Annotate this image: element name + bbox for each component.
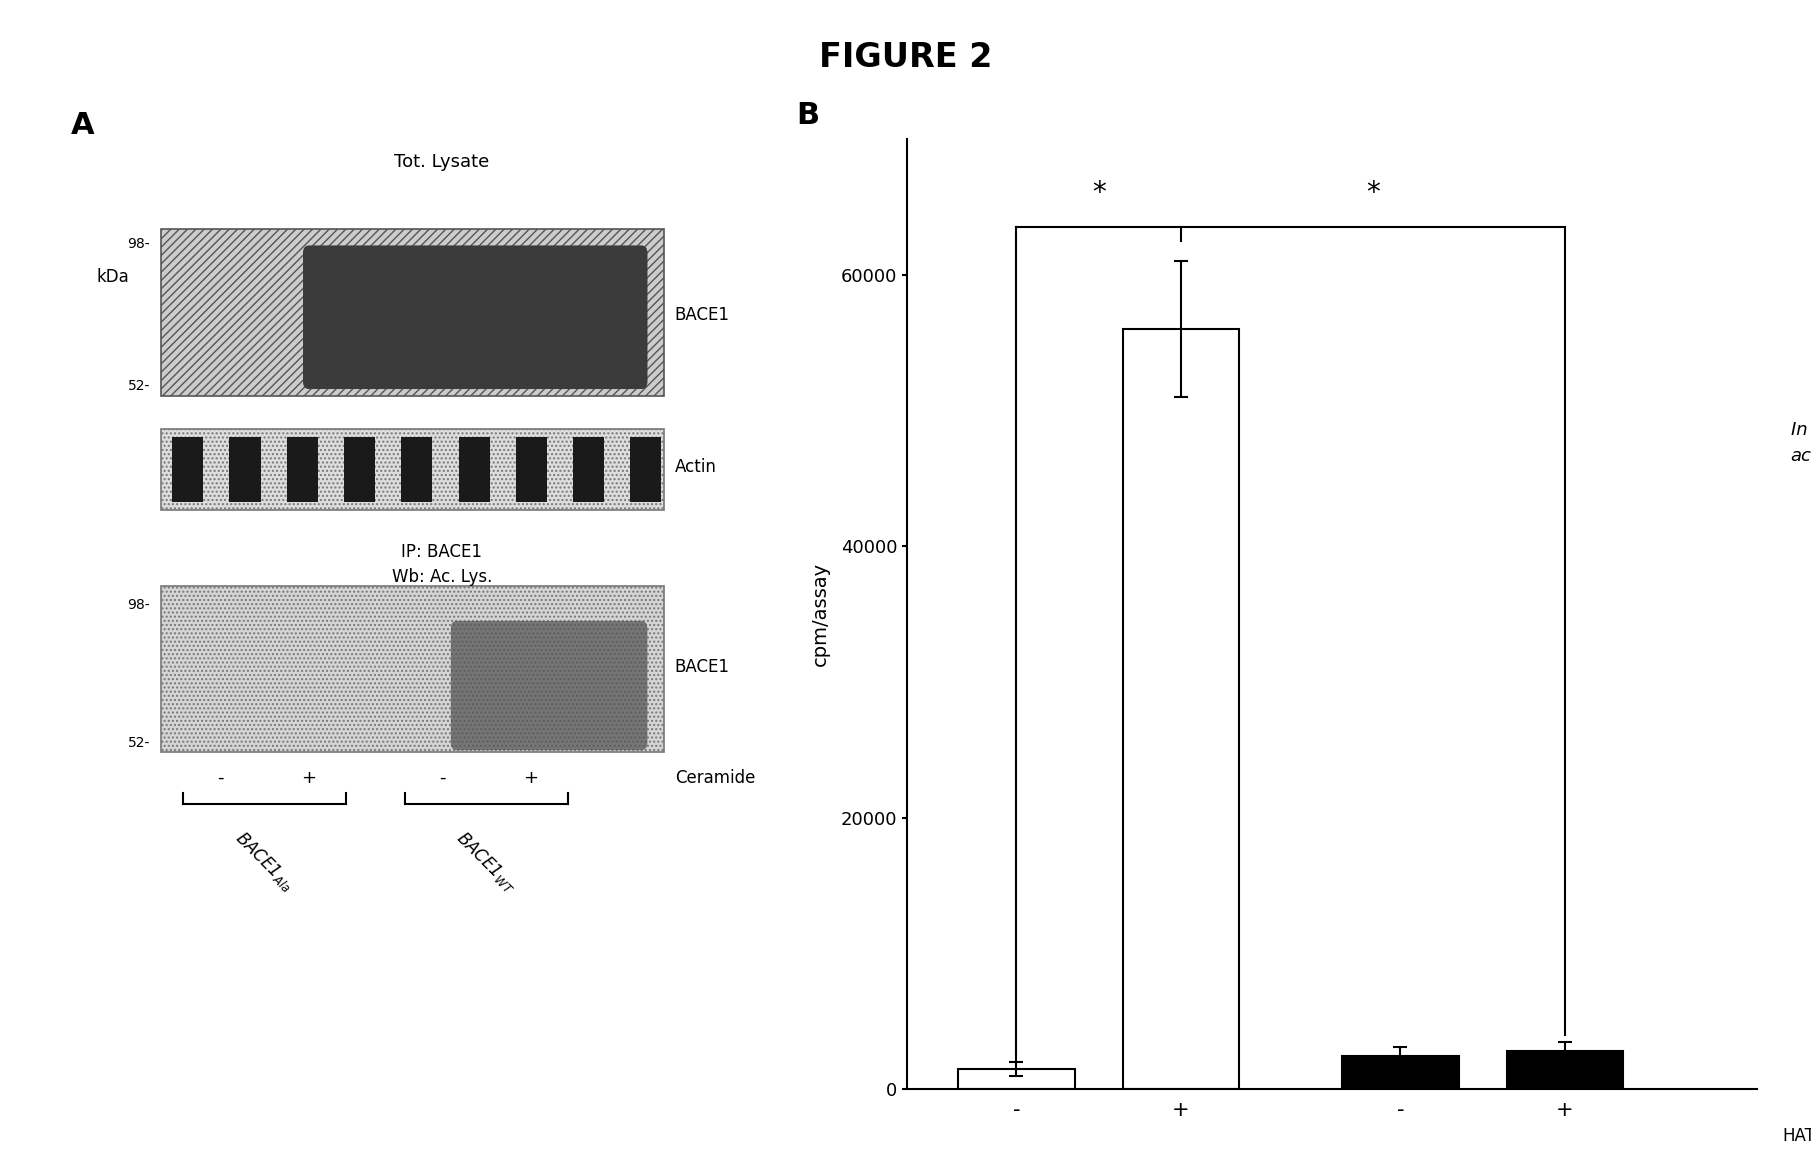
Text: -: - bbox=[438, 768, 446, 787]
Text: BACE1$_{WT}$: BACE1$_{WT}$ bbox=[453, 828, 520, 897]
Text: -: - bbox=[217, 768, 223, 787]
FancyBboxPatch shape bbox=[302, 246, 647, 389]
Bar bbox=[161, 429, 663, 510]
Bar bbox=[1342, 1056, 1458, 1089]
Bar bbox=[572, 437, 605, 502]
Bar bbox=[1123, 329, 1239, 1089]
Text: HAT: HAT bbox=[1782, 1128, 1811, 1145]
Bar bbox=[630, 437, 661, 502]
Bar bbox=[458, 437, 489, 502]
Text: BACE1: BACE1 bbox=[676, 657, 730, 676]
Bar bbox=[958, 1069, 1074, 1089]
Text: 98-: 98- bbox=[127, 236, 150, 250]
Text: +: + bbox=[301, 768, 317, 787]
Text: IP: BACE1
Wb: Ac. Lys.: IP: BACE1 Wb: Ac. Lys. bbox=[391, 542, 493, 586]
Bar bbox=[161, 229, 663, 395]
Text: Ceramide: Ceramide bbox=[676, 768, 755, 787]
Bar bbox=[1507, 1051, 1623, 1089]
Text: B: B bbox=[797, 101, 819, 130]
Text: 52-: 52- bbox=[127, 379, 150, 393]
FancyBboxPatch shape bbox=[302, 246, 647, 389]
Text: 98-: 98- bbox=[127, 598, 150, 612]
Text: +: + bbox=[523, 768, 538, 787]
Bar bbox=[516, 437, 547, 502]
Text: *: * bbox=[1365, 178, 1380, 207]
Text: BACE1: BACE1 bbox=[676, 306, 730, 323]
Text: 52-: 52- bbox=[127, 736, 150, 750]
Text: BACE1$_{Ala}$: BACE1$_{Ala}$ bbox=[232, 828, 299, 896]
Text: kDa: kDa bbox=[96, 268, 129, 286]
FancyBboxPatch shape bbox=[451, 621, 647, 750]
Bar bbox=[286, 437, 317, 502]
Y-axis label: cpm/assay: cpm/assay bbox=[811, 562, 829, 666]
Bar bbox=[402, 437, 433, 502]
Text: A: A bbox=[71, 110, 94, 139]
Bar bbox=[172, 437, 203, 502]
Text: *: * bbox=[1092, 178, 1105, 207]
Text: Actin: Actin bbox=[676, 458, 717, 476]
Bar bbox=[161, 585, 663, 752]
Bar bbox=[344, 437, 375, 502]
Text: FIGURE 2: FIGURE 2 bbox=[819, 41, 992, 73]
Text: Tot. Lysate: Tot. Lysate bbox=[395, 153, 489, 172]
Text: In vitro
acetylation: In vitro acetylation bbox=[1791, 421, 1811, 466]
Bar bbox=[230, 437, 261, 502]
